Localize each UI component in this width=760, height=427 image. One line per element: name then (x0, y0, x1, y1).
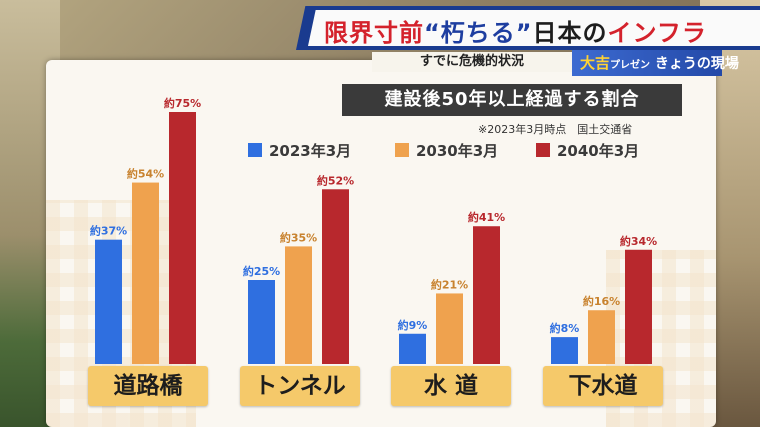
legend-item-2040: 2040年3月 (536, 139, 639, 161)
data-label-road-bridge-2030: 約54% (127, 167, 164, 181)
data-label-tunnel-2023: 約25% (243, 264, 280, 278)
category-label-tunnel: トンネル (240, 366, 360, 406)
bar-road-bridge-2030 (132, 182, 159, 364)
legend-label: 2030年3月 (416, 141, 499, 160)
category-label-road-bridge: 道路橋 (88, 366, 208, 406)
data-label-water-supply-2040: 約41% (468, 210, 505, 224)
data-label-road-bridge-2040: 約75% (164, 96, 201, 110)
data-label-sewer-2040: 約34% (620, 234, 657, 248)
program-prefix: 大吉 (580, 54, 611, 72)
data-label-tunnel-2030: 約35% (280, 230, 317, 244)
bar-sewer-2023 (551, 337, 578, 364)
data-label-tunnel-2040: 約52% (317, 173, 354, 187)
bar-sewer-2030 (588, 310, 615, 364)
bar-road-bridge-2023 (95, 239, 122, 364)
bar-water-supply-2040 (473, 226, 500, 364)
headline-part-3: 日本の (532, 19, 608, 47)
legend-item-2030: 2030年3月 (395, 139, 498, 161)
bar-water-supply-2030 (436, 293, 463, 364)
headline-caption: 限界寸前“朽ちる”日本のインフラ (296, 6, 760, 50)
data-label-water-supply-2030: 約21% (431, 277, 468, 291)
chart-source-note: ※2023年3月時点 国土交通省 (478, 123, 633, 136)
category-label-water-supply: 水 道 (391, 366, 511, 406)
chart-title: 建設後50年以上経過する割合 (342, 84, 682, 116)
data-label-sewer-2030: 約16% (583, 294, 620, 308)
sub-caption: すでに危機的状況 (372, 52, 572, 72)
data-label-water-supply-2023: 約9% (398, 318, 428, 332)
headline-part-1: 限界寸前 (324, 19, 424, 47)
headline-part-2: “朽ちる” (424, 19, 533, 47)
bar-water-supply-2023 (399, 333, 426, 364)
bar-road-bridge-2040 (169, 112, 196, 364)
program-name: きょうの現場 (654, 56, 739, 72)
legend-label: 2040年3月 (557, 141, 640, 160)
headline-text: 限界寸前“朽ちる”日本のインフラ (324, 13, 707, 48)
bar-tunnel-2040 (322, 189, 349, 364)
legend-swatch-red (536, 143, 550, 157)
legend-swatch-blue (248, 143, 262, 157)
legend-item-2023: 2023年3月 (248, 139, 351, 161)
bar-tunnel-2030 (285, 246, 312, 364)
program-small: プレゼン (610, 60, 651, 71)
bar-tunnel-2023 (248, 280, 275, 364)
data-label-road-bridge-2023: 約37% (90, 224, 127, 238)
program-logo: 大吉プレゼン きょうの現場 (572, 50, 739, 76)
headline-part-4: インフラ (607, 19, 707, 47)
bar-sewer-2040 (625, 249, 652, 364)
category-label-sewer: 下水道 (543, 366, 663, 406)
data-label-sewer-2023: 約8% (550, 321, 580, 335)
legend-label: 2023年3月 (269, 141, 352, 160)
legend-swatch-orange (395, 143, 409, 157)
